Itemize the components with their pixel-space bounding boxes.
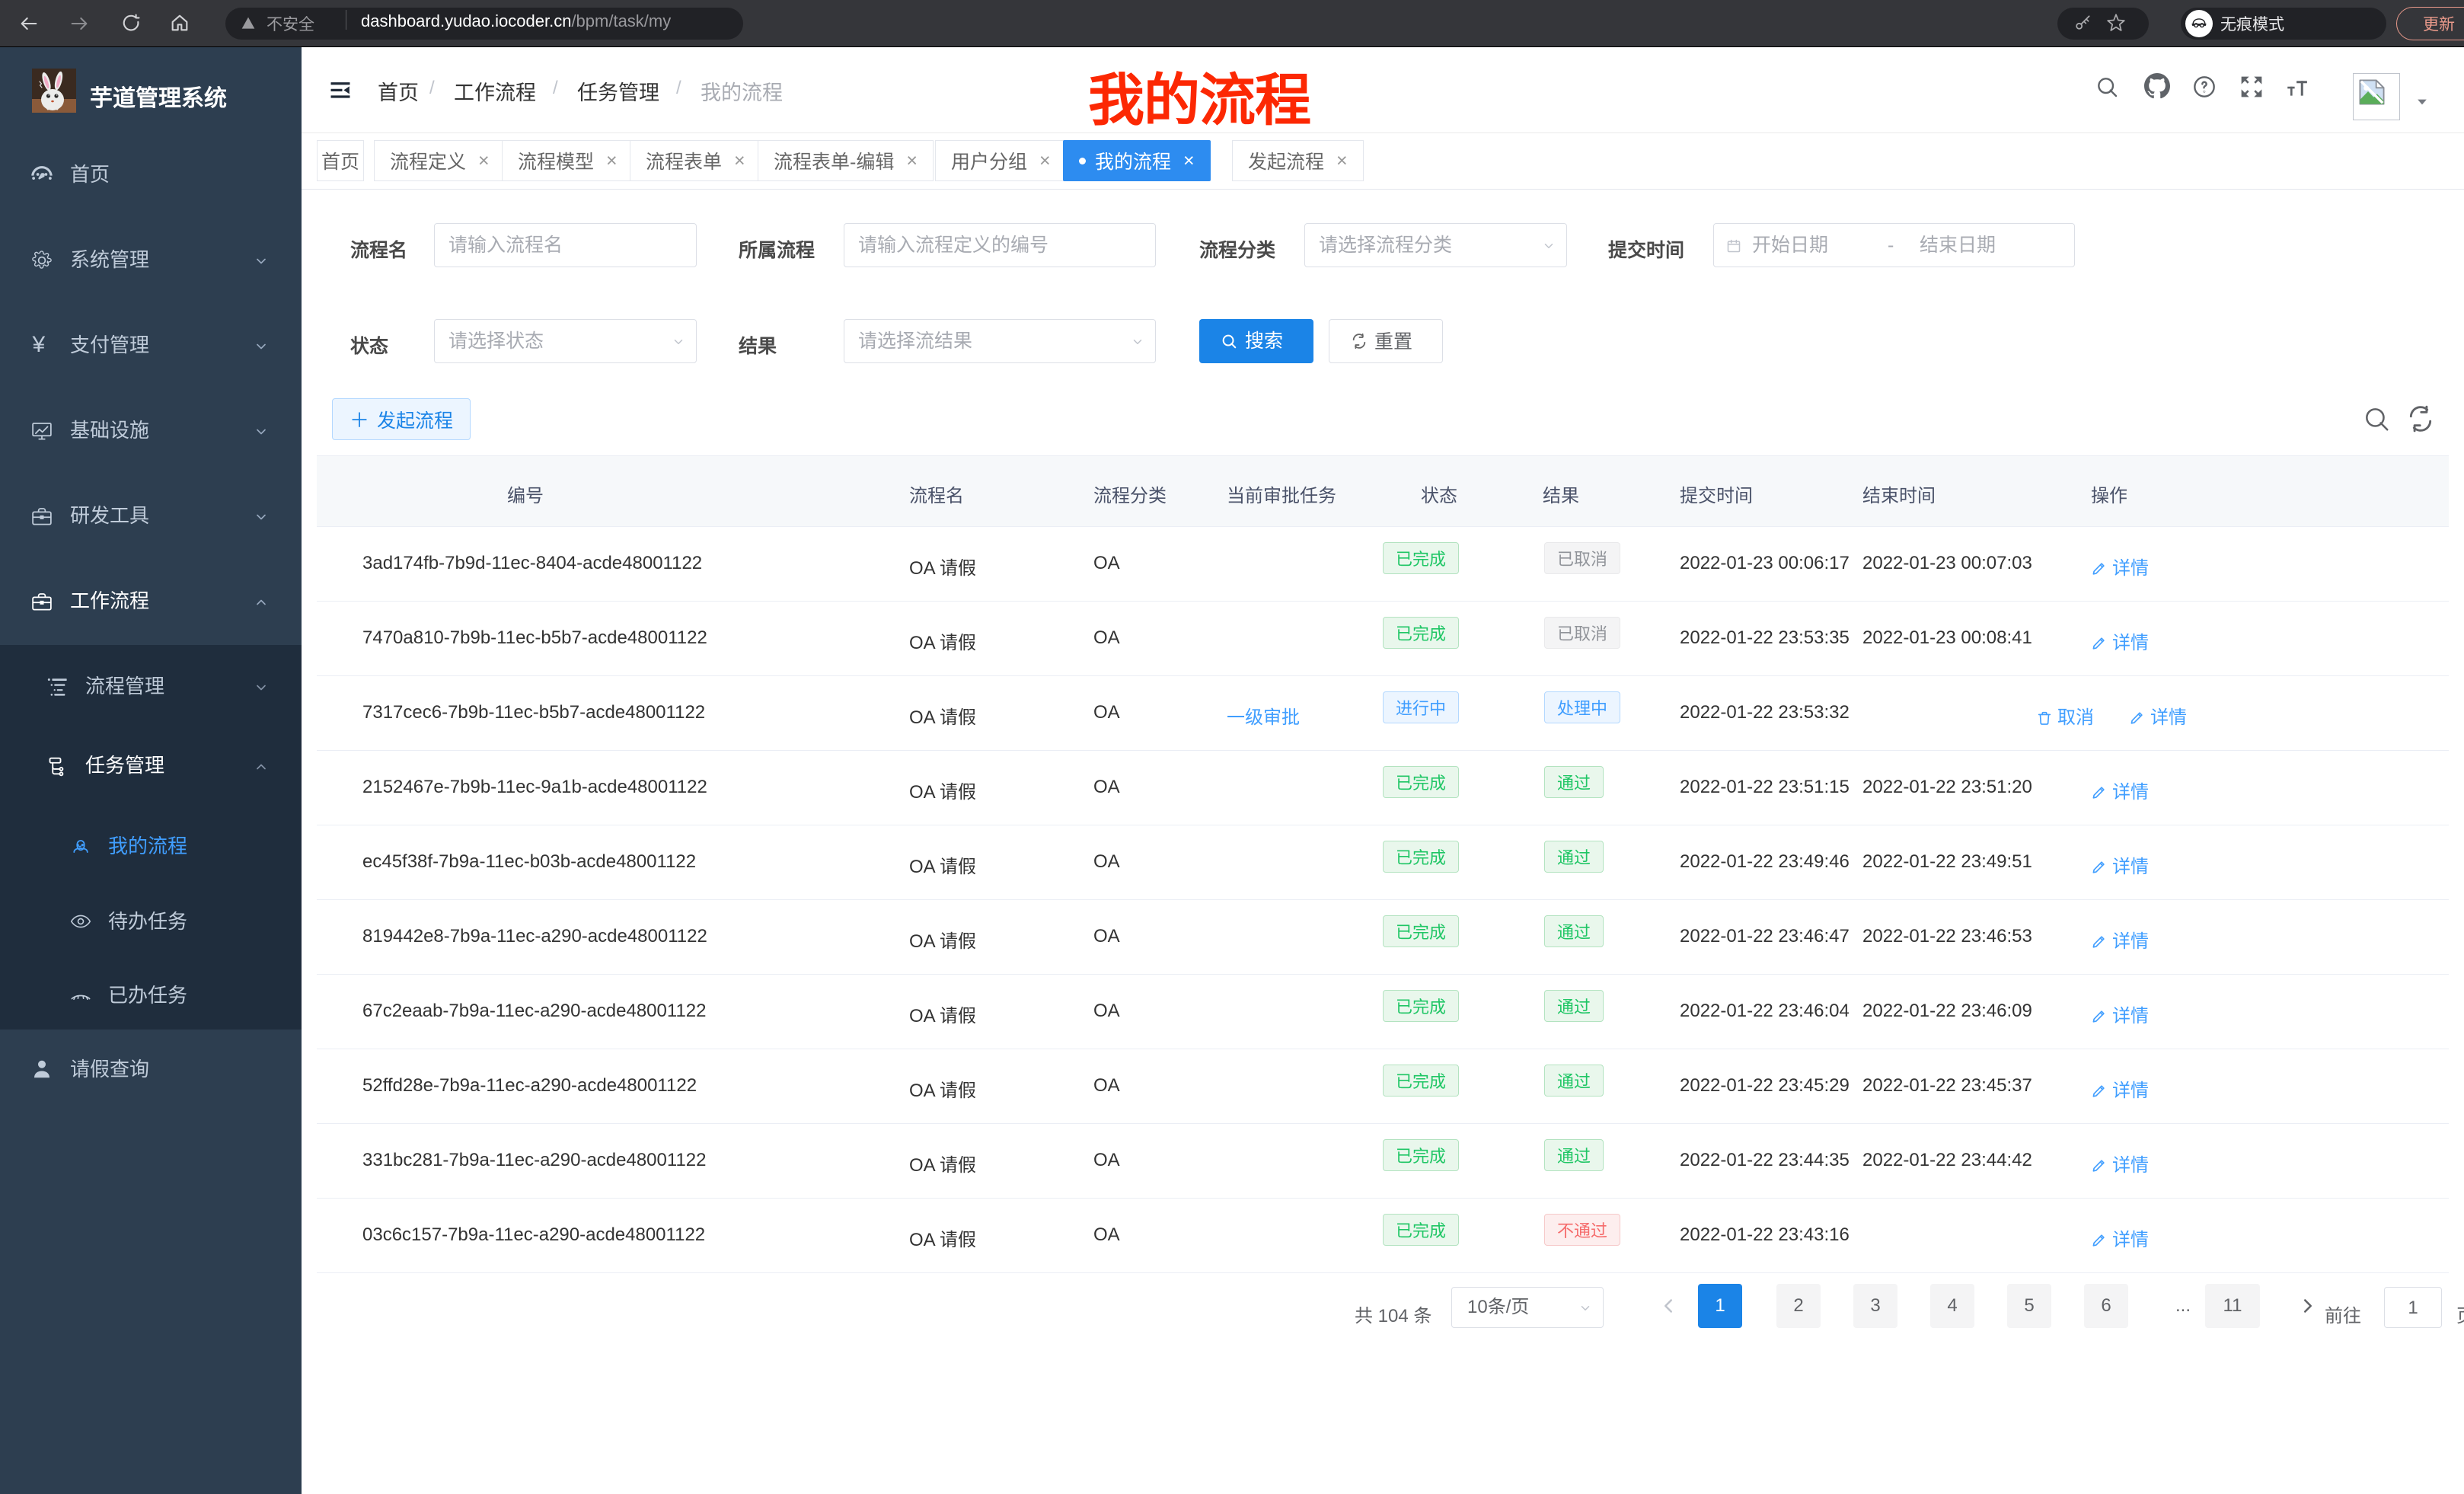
- svg-text:¥: ¥: [32, 333, 46, 356]
